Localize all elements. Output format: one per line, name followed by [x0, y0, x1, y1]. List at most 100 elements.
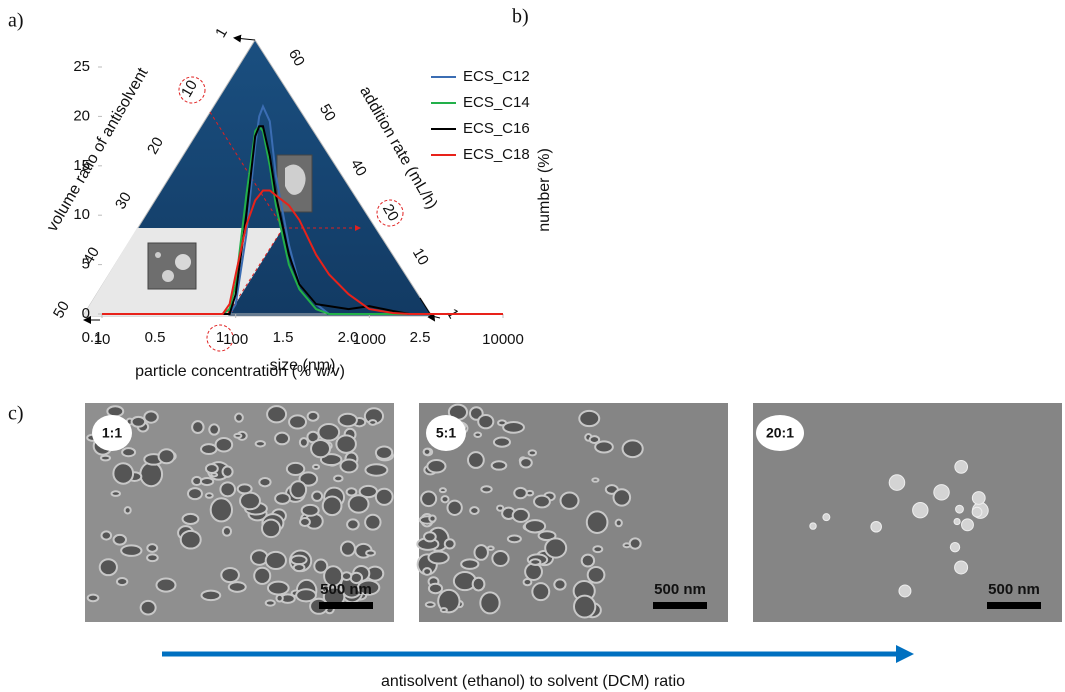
- sem-pore: [441, 608, 447, 612]
- sem-pore: [525, 563, 542, 580]
- sem-particle: [913, 502, 928, 517]
- sem-pore: [211, 498, 232, 521]
- sem-pore: [480, 592, 499, 613]
- sem-pore: [294, 564, 305, 571]
- sem-pore: [308, 412, 319, 421]
- x-tick-label: 1000: [353, 331, 386, 348]
- left-tick-label: 30: [112, 189, 135, 212]
- scale-label: 500 nm: [320, 581, 372, 598]
- sem-pore: [144, 411, 158, 422]
- sem-pore: [623, 440, 643, 457]
- sem-pore: [441, 496, 448, 502]
- sem-pore: [206, 464, 218, 473]
- sem-pore: [147, 554, 158, 561]
- sem-pore: [202, 591, 221, 601]
- inset-particle: [175, 254, 191, 270]
- axis-title: volume ratio of antisolvent: [44, 65, 152, 235]
- sem-pore: [424, 532, 436, 541]
- sem-pore: [141, 601, 156, 615]
- sem-pore: [545, 538, 566, 557]
- sem-pore: [347, 488, 357, 495]
- sem-particle: [955, 461, 968, 474]
- sem-particle: [956, 505, 964, 513]
- sem-pore: [117, 578, 127, 585]
- sem-pore: [262, 520, 280, 538]
- sem-pore: [216, 438, 233, 451]
- sem-pore: [101, 456, 110, 461]
- sem-pore: [461, 559, 478, 569]
- sem-pore: [259, 478, 270, 486]
- sem-pore: [341, 459, 358, 472]
- axis-arrow: [432, 316, 440, 318]
- sem-pore: [623, 543, 630, 547]
- sem-pore: [266, 600, 275, 605]
- y-tick-label: 10: [73, 206, 90, 223]
- sem-pore: [238, 484, 252, 493]
- sem-pore: [494, 438, 510, 447]
- sem-pore: [88, 595, 99, 602]
- bottom-tick-label: 0.5: [145, 329, 166, 346]
- sem-pore: [132, 417, 146, 427]
- y-axis-title: number (%): [536, 148, 553, 232]
- sem-pore: [445, 539, 455, 548]
- sem-pore: [334, 476, 342, 482]
- right-tick-label: 10: [409, 245, 432, 268]
- sem-pore: [112, 491, 120, 496]
- sem-particle: [889, 475, 905, 491]
- sem-pore: [579, 411, 599, 426]
- page: a) volume ratio of antisolvent addition …: [0, 0, 1065, 692]
- sem-particle: [954, 518, 960, 524]
- sem-pore: [534, 496, 550, 508]
- sem-pore: [429, 584, 442, 593]
- sem-pore: [525, 520, 545, 532]
- sem-particle: [899, 585, 911, 597]
- sem-pore: [183, 514, 199, 524]
- sem-pore: [339, 414, 357, 427]
- sem-pore: [427, 460, 445, 472]
- sem-pore: [492, 551, 508, 566]
- right-tick-label: 20: [379, 201, 402, 224]
- sem-pore: [211, 473, 217, 476]
- sem-pore: [300, 438, 308, 447]
- sem-pore: [347, 519, 359, 529]
- sem-pore: [234, 434, 241, 438]
- sem-particle: [972, 507, 982, 517]
- y-tick-label: 5: [82, 256, 90, 273]
- right-tick-label: 60: [285, 46, 308, 69]
- sem-pore: [188, 488, 202, 499]
- panel-label: c): [8, 403, 24, 425]
- sem-pore: [311, 440, 330, 457]
- left-tick-label: 20: [144, 134, 167, 157]
- sem-pore: [478, 415, 493, 428]
- ratio-label: 20:1: [766, 425, 794, 441]
- sem-pore: [440, 488, 446, 492]
- sem-pore: [156, 579, 175, 592]
- ratio-label: 5:1: [436, 425, 456, 441]
- sem-pore: [376, 489, 393, 505]
- sem-particle: [962, 519, 974, 531]
- sem-pore: [122, 448, 135, 456]
- sem-pore: [592, 478, 598, 481]
- sem-pore: [593, 546, 602, 552]
- sem-pore: [574, 596, 595, 618]
- sem-pore: [474, 433, 481, 437]
- sem-pore: [428, 551, 448, 563]
- sem-pore: [590, 436, 599, 443]
- sem-pore: [616, 520, 622, 527]
- sem-pore: [101, 531, 111, 539]
- sem-pore: [497, 506, 503, 511]
- sem-pore: [312, 492, 322, 501]
- scale-bar: [319, 602, 373, 609]
- sem-pore: [318, 424, 339, 441]
- right-tick-label: 40: [347, 156, 370, 179]
- sem-pore: [336, 435, 356, 452]
- x-tick-label: 10000: [482, 331, 524, 348]
- sem-pore: [256, 441, 265, 446]
- sem-pore: [266, 552, 286, 569]
- caption: antisolvent (ethanol) to solvent (DCM) r…: [381, 673, 685, 690]
- sem-pore: [474, 545, 487, 560]
- sem-pore: [369, 420, 376, 425]
- sem-pore: [291, 556, 307, 565]
- sem-pore: [147, 544, 157, 552]
- sem-pore: [470, 507, 478, 514]
